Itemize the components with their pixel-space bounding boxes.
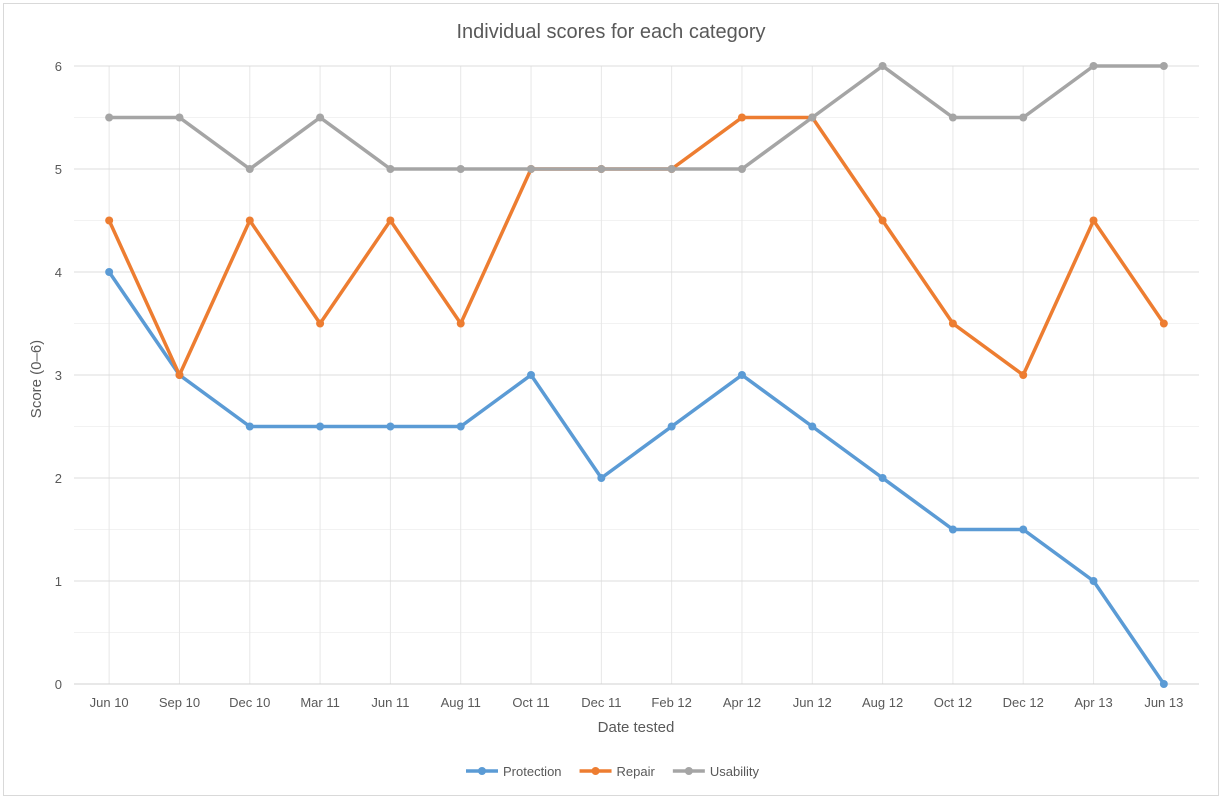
data-point-protection [527,371,536,379]
data-point-repair [737,113,746,122]
data-point-protection [808,422,817,431]
data-point-usability [808,113,817,122]
y-tick-label: 3 [55,368,62,383]
grid-layer [74,65,1199,685]
y-tick-label: 6 [55,59,62,74]
data-point-protection [245,422,254,431]
series-usability [105,62,1168,173]
data-point-protection [316,422,325,431]
data-point-repair [175,371,184,379]
data-point-usability [597,165,606,173]
x-tick-label: Apr 12 [723,695,761,710]
data-point-usability [1089,62,1098,70]
x-tick-label: Jun 11 [371,695,409,710]
series-repair [105,113,1168,379]
data-point-protection [456,422,465,431]
y-axis-label: Score (0–6) [28,340,45,418]
x-tick-label: Jun 12 [793,695,832,710]
data-point-usability [1019,113,1028,122]
data-point-repair [105,216,114,225]
line-chart: Individual scores for each category 0 1 2 3… [28,21,1199,779]
x-tick-label: Aug 11 [441,695,481,710]
data-point-repair [245,216,254,225]
x-tick-label: Dec 12 [1003,695,1044,710]
data-point-protection [1019,525,1028,534]
x-tick-label: Oct 12 [934,695,972,710]
x-tick-label: Jun 13 [1144,695,1183,710]
chart-frame: Individual scores for each category 0 1 2 3… [3,3,1219,796]
data-point-usability [386,165,395,173]
legend-marker-protection [478,767,486,775]
data-point-protection [667,422,676,431]
data-point-repair [948,319,957,328]
data-point-usability [1159,62,1168,70]
data-point-usability [878,62,887,70]
y-tick-label: 1 [55,574,62,589]
x-tick-label: Feb 12 [651,695,691,710]
data-point-protection [597,474,606,482]
y-tick-label: 4 [55,265,62,280]
legend-label-usability: Usability [710,764,760,779]
data-point-protection [878,474,887,482]
data-point-repair [386,216,395,225]
x-tick-labels: Jun 10 Sep 10 Dec 10 Mar 11 Jun 11 Aug 11 Oct … [90,695,1184,710]
data-point-usability [667,165,676,173]
chart-title: Individual scores for each category [456,21,765,43]
x-tick-label: Oct 11 [512,695,549,710]
series-line-usability [107,64,1166,171]
x-tick-label: Aug 12 [862,695,903,710]
data-point-usability [245,165,254,173]
x-tick-label: Dec 11 [581,695,621,710]
data-point-protection [948,525,957,534]
data-point-protection [1159,680,1168,688]
data-point-protection [737,371,746,379]
legend: Protection Repair Usability [466,764,759,779]
data-point-repair [456,319,465,328]
data-point-usability [105,113,114,122]
data-point-usability [316,113,325,122]
series-protection [105,268,1168,688]
series-layer [105,62,1168,688]
x-tick-label: Dec 10 [229,695,270,710]
y-tick-labels: 0 1 2 3 4 5 6 [55,59,62,692]
y-tick-label: 2 [55,471,62,486]
x-tick-label: Apr 13 [1074,695,1112,710]
legend-item-repair: Repair [579,764,656,779]
data-point-repair [878,216,887,225]
data-point-protection [386,422,395,431]
x-tick-label: Mar 11 [300,695,340,710]
data-point-repair [1089,216,1098,225]
data-point-protection [1089,577,1098,585]
series-line-protection [107,270,1166,686]
x-axis-label: Date tested [598,719,675,736]
data-point-protection [105,268,114,276]
data-point-repair [316,319,325,328]
x-tick-label: Sep 10 [159,695,200,710]
y-tick-label: 0 [55,677,62,692]
legend-item-protection: Protection [466,764,562,779]
data-point-repair [1019,371,1028,379]
data-point-usability [737,165,746,173]
y-tick-label: 5 [55,162,62,177]
legend-label-repair: Repair [617,764,656,779]
legend-label-protection: Protection [503,764,562,779]
x-tick-label: Jun 10 [90,695,129,710]
data-point-usability [456,165,465,173]
legend-item-usability: Usability [672,764,760,779]
data-point-usability [948,113,957,122]
data-point-repair [1159,319,1168,328]
data-point-usability [527,165,536,173]
data-point-usability [175,113,184,122]
legend-marker-usability [684,767,693,775]
legend-marker-repair [591,767,600,775]
